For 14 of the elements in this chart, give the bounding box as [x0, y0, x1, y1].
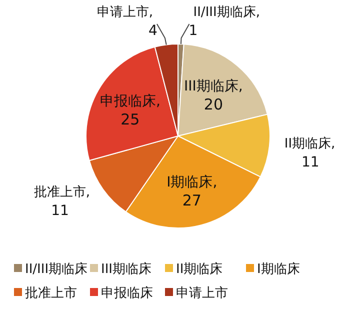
legend-label: 批准上市: [25, 286, 77, 301]
legend-label: II/III期临床: [25, 262, 88, 277]
data-label: II期临床, 11: [284, 136, 336, 170]
data-label: II/III期临床, 1: [188, 5, 260, 39]
legend-label: II期临床: [176, 262, 223, 277]
legend-label: 申请上市: [176, 286, 228, 301]
legend-label: 申报临床: [101, 286, 153, 301]
data-label: III期临床, 20: [184, 78, 243, 114]
data-label: 批准上市, 11: [34, 184, 90, 219]
data-label: I期临床, 27: [166, 174, 218, 210]
legend-label: I期临床: [257, 262, 300, 277]
data-label: 申报临床, 25: [100, 93, 160, 128]
legend-label: III期临床: [101, 262, 152, 277]
data-label: 申请上市, 4: [96, 5, 158, 39]
